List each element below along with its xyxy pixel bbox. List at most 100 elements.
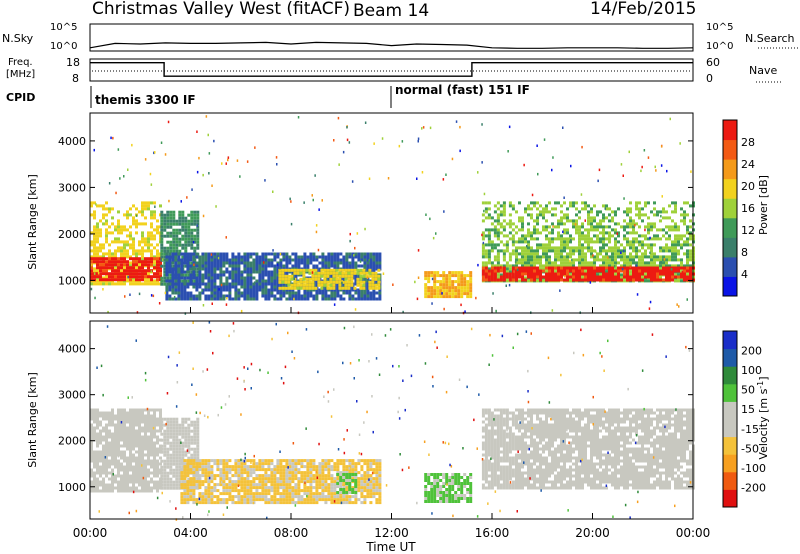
data-cell — [114, 257, 117, 261]
data-cell — [551, 278, 554, 282]
data-cell — [181, 237, 185, 241]
scatter-cell — [475, 296, 477, 300]
data-cell — [163, 222, 167, 226]
data-cell — [608, 234, 611, 238]
data-cell — [192, 258, 196, 262]
data-cell — [105, 411, 108, 415]
data-cell — [93, 453, 96, 457]
data-cell — [671, 269, 674, 273]
data-cell — [129, 207, 132, 211]
data-cell — [635, 240, 638, 244]
data-cell — [581, 225, 584, 229]
data-cell — [144, 408, 147, 412]
data-cell — [515, 258, 518, 262]
data-cell — [671, 219, 674, 223]
data-cell — [181, 453, 185, 457]
data-cell — [234, 264, 238, 268]
data-cell — [599, 275, 602, 279]
data-cell — [608, 249, 611, 253]
data-cell — [231, 264, 235, 268]
data-cell — [153, 272, 156, 276]
data-cell — [264, 291, 268, 295]
data-cell — [129, 459, 132, 463]
data-cell — [611, 278, 614, 282]
data-cell — [207, 267, 211, 271]
data-cell — [150, 237, 153, 241]
data-cell — [484, 261, 488, 265]
data-cell — [314, 286, 318, 290]
data-cell — [593, 278, 596, 282]
data-cell — [638, 216, 641, 220]
data-cell — [279, 291, 283, 295]
scatter-cell — [102, 288, 104, 291]
data-cell — [171, 273, 175, 277]
data-cell — [611, 261, 614, 265]
data-cell — [342, 282, 346, 286]
data-cell — [327, 297, 331, 301]
data-cell — [542, 279, 545, 283]
scatter-cell — [660, 260, 662, 264]
data-cell — [548, 278, 551, 282]
data-cell — [222, 258, 226, 262]
data-cell — [99, 483, 102, 487]
scatter-cell — [507, 150, 509, 153]
data-cell — [311, 280, 315, 284]
data-cell — [190, 216, 194, 220]
data-cell — [201, 459, 205, 463]
data-cell — [560, 210, 563, 214]
data-cell — [623, 228, 626, 232]
data-cell — [207, 255, 211, 259]
power-data-layer — [90, 115, 695, 315]
data-cell — [527, 255, 530, 259]
data-cell — [135, 408, 138, 412]
data-cell — [123, 441, 126, 445]
data-cell — [542, 228, 545, 232]
data-cell — [196, 435, 200, 439]
data-cell — [521, 258, 524, 262]
data-cell — [165, 297, 169, 301]
data-cell — [105, 417, 108, 421]
data-cell — [671, 266, 674, 270]
data-cell — [147, 263, 150, 267]
data-cell — [638, 278, 641, 282]
data-cell — [521, 237, 524, 241]
data-cell — [623, 275, 626, 279]
data-cell — [96, 465, 99, 469]
data-cell — [160, 222, 164, 226]
data-cell — [569, 201, 572, 205]
scatter-cell — [655, 169, 657, 172]
data-cell — [177, 294, 181, 298]
data-cell — [560, 252, 563, 256]
data-cell — [169, 426, 173, 430]
data-cell — [153, 441, 156, 445]
data-cell — [578, 249, 581, 253]
data-cell — [237, 288, 241, 292]
data-cell — [187, 273, 191, 277]
data-cell — [629, 222, 632, 226]
scatter-cell — [402, 310, 404, 314]
data-cell — [126, 411, 129, 415]
data-cell — [243, 282, 247, 286]
data-cell — [144, 423, 147, 427]
data-cell — [665, 264, 668, 268]
data-cell — [126, 426, 129, 430]
data-cell — [368, 283, 372, 287]
data-cell — [178, 222, 182, 226]
data-cell — [264, 252, 268, 256]
data-cell — [505, 275, 509, 279]
data-cell — [545, 264, 548, 268]
data-cell — [204, 255, 208, 259]
data-cell — [686, 228, 689, 232]
data-cell — [602, 243, 605, 247]
data-cell — [141, 462, 144, 466]
data-cell — [181, 420, 185, 424]
data-cell — [231, 252, 235, 256]
data-cell — [186, 258, 190, 262]
data-cell — [545, 261, 548, 265]
data-cell — [153, 264, 156, 268]
data-cell — [165, 273, 169, 277]
data-cell — [264, 255, 268, 259]
data-cell — [144, 282, 147, 286]
data-cell — [181, 210, 185, 214]
data-cell — [264, 294, 268, 298]
